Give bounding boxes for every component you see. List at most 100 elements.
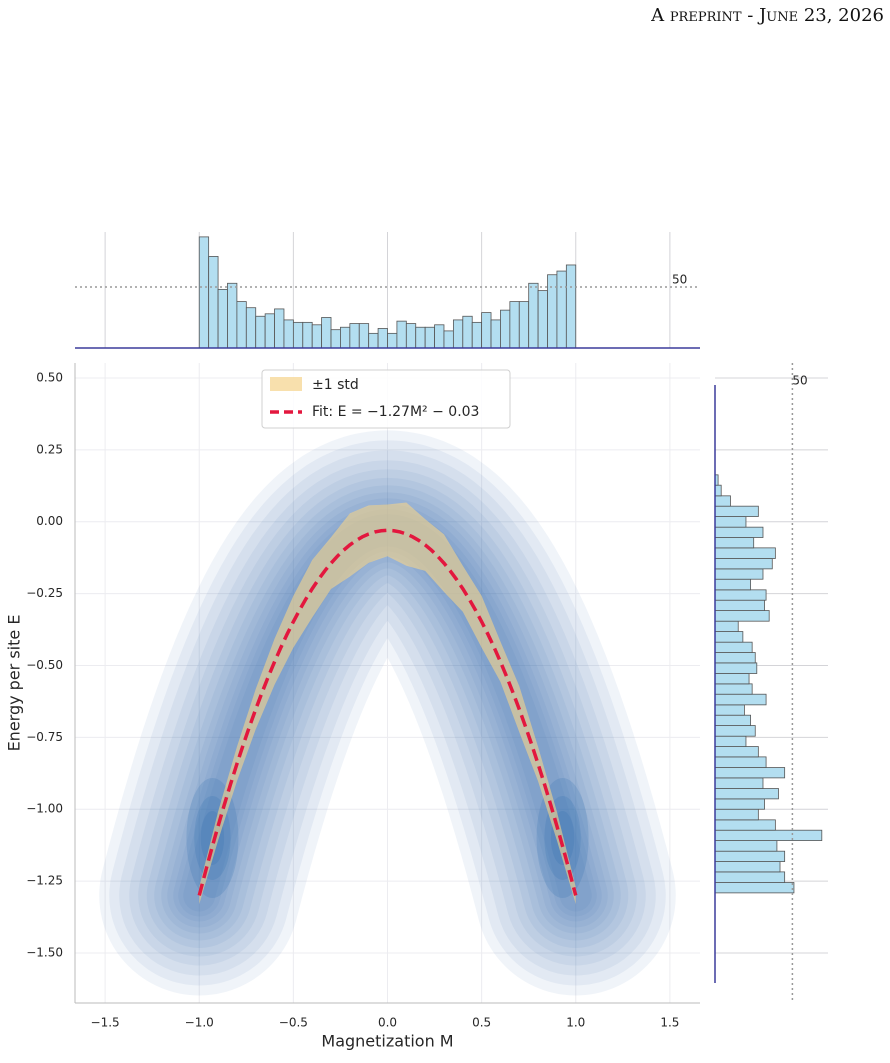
right-hist-bar <box>714 631 744 643</box>
right-hist-bar <box>714 662 758 674</box>
right-hist-bar <box>714 788 779 800</box>
right-hist-bar <box>714 861 781 873</box>
right-hist-bar <box>714 756 767 768</box>
right-hist-bar <box>714 568 764 580</box>
top-hist-bar <box>452 319 464 349</box>
right-hist-bar <box>714 882 795 894</box>
top-hist-bar <box>424 326 435 349</box>
right-hist-bar <box>714 746 759 758</box>
y-tick-label: 0.25 <box>36 442 63 456</box>
top-hist-bar <box>396 320 407 349</box>
top-hist-bar <box>528 282 539 349</box>
x-tick-label: 0.5 <box>472 1016 491 1030</box>
top-hist-bar <box>208 256 219 349</box>
legend-label: ±1 std <box>312 377 359 393</box>
right-hist-bar <box>714 547 776 559</box>
right-hist-bar <box>714 704 745 716</box>
fit-curve <box>197 528 578 896</box>
top-hist-bar <box>321 317 332 349</box>
right-hist-bar <box>714 620 739 632</box>
top-hist-bar <box>274 308 285 349</box>
y-tick-label: −0.75 <box>26 730 63 744</box>
right-hist-bar <box>714 808 759 821</box>
top-hist-bar <box>245 307 257 349</box>
y-tick-label: −1.50 <box>26 945 63 959</box>
top-hist-bar <box>330 329 341 349</box>
x-tick-label: −1.5 <box>91 1016 120 1030</box>
x-tick-label: 1.5 <box>660 1016 679 1030</box>
right-hist-bar <box>714 798 765 810</box>
right-hist-bar <box>714 526 764 538</box>
top-hist-bar <box>518 301 530 349</box>
top-hist-bar <box>434 324 445 349</box>
right-hist-bar <box>714 495 731 507</box>
top-hist-bar <box>405 323 417 349</box>
right-hist-bar <box>714 850 786 862</box>
right-hist-bar <box>714 829 823 841</box>
top-hist-bar <box>302 321 313 349</box>
top-hist-bar <box>443 330 454 349</box>
legend-box <box>261 369 511 429</box>
top-hist-bar <box>311 324 323 349</box>
y-tick-label: −1.00 <box>26 802 63 816</box>
top-hist-bar <box>283 319 294 349</box>
top-hist-bar <box>471 321 483 349</box>
top-hist-bar <box>387 332 398 349</box>
right-hist-bar <box>714 819 776 831</box>
std-band <box>199 502 576 905</box>
y-tick-label: 0.00 <box>36 514 63 528</box>
right-hist-bar <box>714 641 753 653</box>
top-hist-bar <box>547 274 558 349</box>
right-hist-bar <box>714 505 759 517</box>
top-hist-bar <box>481 312 492 349</box>
right-hist-bar <box>714 693 767 706</box>
top-hist-bar <box>556 270 567 349</box>
right-hist-bar <box>714 589 767 601</box>
right-hist-bar <box>714 871 786 883</box>
right-hist-bar <box>714 610 770 622</box>
top-hist-bar <box>198 236 210 349</box>
top-hist-bar <box>349 323 360 349</box>
top-hist-bar <box>500 309 511 349</box>
y-axis-label: Energy per site E <box>5 615 24 752</box>
reference-label: 50 <box>672 272 687 286</box>
top-hist-bar <box>227 282 238 349</box>
top-hist-bar <box>462 315 473 349</box>
right-hist-bar <box>714 714 752 726</box>
right-hist-bar <box>714 578 752 591</box>
top-hist-bar <box>565 264 577 349</box>
right-hist-bar <box>714 652 756 664</box>
x-tick-label: 0.0 <box>378 1016 397 1030</box>
right-hist-bar <box>714 735 747 747</box>
right-hist-bar <box>714 599 765 611</box>
running-header: A preprint - June 23, 2026 <box>650 5 884 26</box>
right-hist-bar <box>714 777 764 789</box>
top-hist-bar <box>236 301 247 349</box>
top-hist-bar <box>377 328 388 349</box>
right-hist-bar <box>714 558 773 570</box>
right-hist-bar <box>714 484 722 497</box>
x-axis-label: Magnetization M <box>321 1032 453 1051</box>
right-hist-bar <box>714 673 750 685</box>
right-hist-bar <box>714 516 747 528</box>
top-hist-bar <box>264 313 275 349</box>
legend-swatch <box>270 377 302 391</box>
y-tick-label: −0.50 <box>26 658 63 672</box>
top-hist-bar <box>537 290 548 349</box>
top-hist-bar <box>255 315 266 349</box>
top-hist-bar <box>509 301 520 349</box>
y-tick-label: −0.25 <box>26 586 63 600</box>
top-hist-bar <box>292 321 304 349</box>
reference-label: 50 <box>792 374 807 388</box>
y-tick-label: 0.50 <box>36 370 63 384</box>
top-hist-bar <box>415 326 426 349</box>
x-tick-label: 1.0 <box>566 1016 585 1030</box>
top-hist-bar <box>490 319 501 349</box>
top-hist-bar <box>340 326 351 349</box>
right-hist-bar <box>714 683 753 695</box>
y-tick-label: −1.25 <box>26 874 63 888</box>
right-hist-bar <box>714 767 786 779</box>
right-hist-bar <box>714 537 755 549</box>
top-hist-bar <box>368 332 379 349</box>
